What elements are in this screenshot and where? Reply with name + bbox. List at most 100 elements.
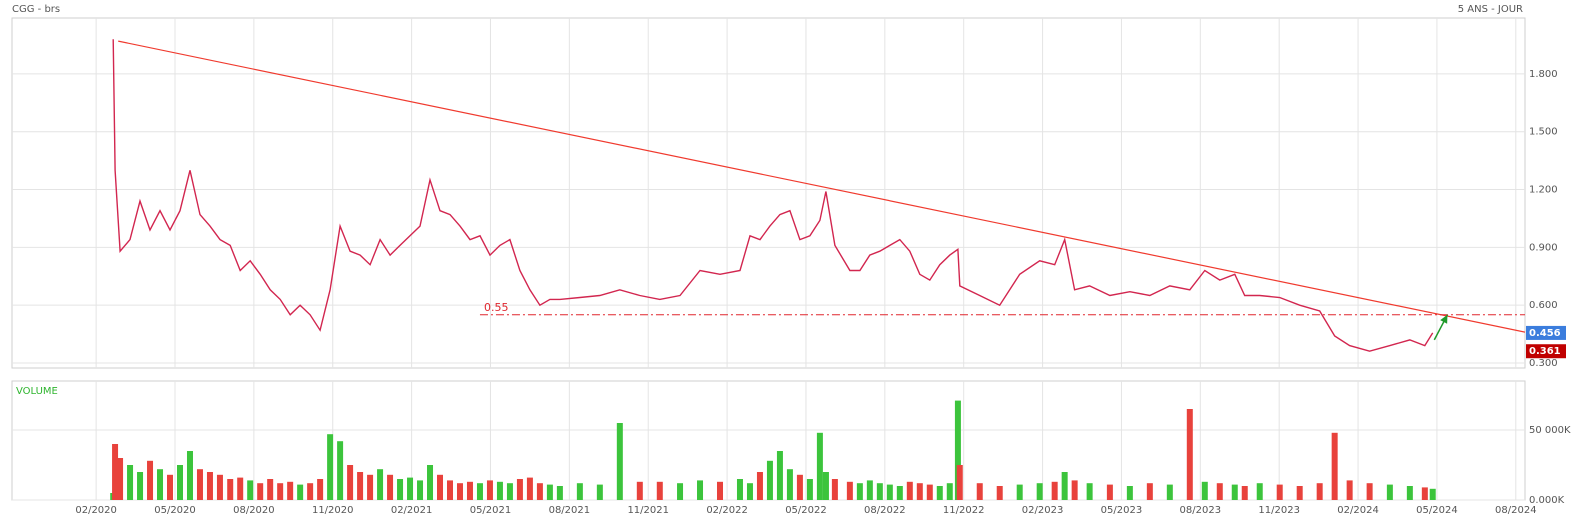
x-tick-label: 05/2020 (154, 505, 196, 516)
volume-bar (876, 483, 883, 500)
volume-bar (137, 472, 144, 500)
y-tick-label: 0.300 (1529, 358, 1558, 369)
volume-bar (1186, 409, 1193, 500)
x-tick-label: 02/2021 (391, 505, 433, 516)
x-tick-label: 08/2021 (549, 505, 591, 516)
volume-bar (417, 480, 424, 500)
x-tick-label: 02/2022 (706, 505, 748, 516)
volume-bar (954, 400, 961, 500)
volume-bar (896, 486, 903, 500)
x-tick-label: 05/2024 (1416, 505, 1458, 516)
volume-bar (697, 480, 704, 500)
volume-bar (786, 469, 793, 500)
volume-bar (176, 465, 183, 500)
volume-bar (926, 484, 933, 500)
volume-bar (1406, 486, 1413, 500)
volume-bar (526, 477, 533, 500)
volume-bar (1241, 486, 1248, 500)
volume-bar (806, 479, 813, 500)
volume-bar (976, 483, 983, 500)
volume-bar (956, 465, 963, 500)
volume-bar (1016, 484, 1023, 500)
price-line (112, 39, 1434, 352)
volume-bar (1051, 481, 1058, 500)
volume-bar (1429, 488, 1436, 500)
volume-bar (287, 481, 294, 500)
volume-bar (387, 474, 394, 500)
volume-bar (556, 486, 563, 500)
volume-bar (1316, 483, 1323, 500)
volume-bar (407, 477, 414, 500)
volume-bar (307, 483, 314, 500)
volume-bar (1346, 480, 1353, 500)
y-tick-label: 0.600 (1529, 300, 1558, 311)
volume-bar (656, 481, 663, 500)
volume-bar (996, 486, 1003, 500)
volume-bar (886, 484, 893, 500)
volume-bar (1036, 483, 1043, 500)
volume-bar (347, 465, 354, 500)
x-tick-label: 02/2023 (1022, 505, 1064, 516)
x-tick-label: 05/2021 (470, 505, 512, 516)
volume-bar (466, 481, 473, 500)
volume-title: VOLUME (16, 386, 58, 397)
volume-bar (337, 441, 344, 500)
y-tick-label: 1.800 (1529, 69, 1558, 80)
volume-bar (856, 483, 863, 500)
volume-bar (257, 483, 264, 500)
volume-bar (267, 479, 274, 500)
volume-bar (397, 479, 404, 500)
x-tick-label: 05/2022 (785, 505, 827, 516)
volume-bar (186, 451, 193, 500)
volume-bar (317, 479, 324, 500)
volume-bar (1086, 483, 1093, 500)
x-tick-label: 08/2022 (864, 505, 906, 516)
x-tick-label: 08/2023 (1180, 505, 1222, 516)
price-label-box (1526, 325, 1566, 340)
volume-bar (367, 474, 374, 500)
volume-bar (936, 486, 943, 500)
volume-bar (576, 483, 583, 500)
volume-bar (112, 444, 119, 500)
volume-bar (227, 479, 234, 500)
volume-bar (1256, 483, 1263, 500)
arrow-head (1440, 314, 1448, 324)
volume-bar (486, 480, 493, 500)
y-tick-label: 0.900 (1529, 242, 1558, 253)
volume-bar (677, 483, 684, 500)
volume-bar (796, 474, 803, 500)
volume-bar (1061, 472, 1068, 500)
volume-bar (216, 474, 223, 500)
price-frame (11, 17, 1526, 369)
volume-bar (157, 469, 164, 500)
volume-bar (756, 472, 763, 500)
volume-bar (1146, 483, 1153, 500)
volume-bar (496, 481, 503, 500)
volume-bar (546, 484, 553, 500)
volume-bar (846, 481, 853, 500)
volume-bar (776, 451, 783, 500)
volume-bar (247, 480, 254, 500)
x-tick-label: 11/2022 (943, 505, 985, 516)
volume-bar (357, 472, 364, 500)
price-label-box (1526, 344, 1566, 359)
volume-bar (277, 483, 284, 500)
volume-bar (1366, 483, 1373, 500)
x-tick-label: 02/2020 (75, 505, 117, 516)
volume-bar (906, 481, 913, 500)
volume-bar (327, 434, 334, 500)
volume-bar (616, 423, 623, 500)
volume-bar (1231, 484, 1238, 500)
volume-bar (1126, 486, 1133, 500)
volume-bar (427, 465, 434, 500)
volume-bar (1201, 481, 1208, 500)
volume-bar (167, 474, 174, 500)
volume-bar (866, 480, 873, 500)
x-tick-label: 11/2020 (312, 505, 354, 516)
volume-bar (746, 483, 753, 500)
x-tick-label: 02/2024 (1337, 505, 1379, 516)
volume-bar (237, 477, 244, 500)
level-label: 0.55 (484, 301, 509, 314)
volume-bar (636, 481, 643, 500)
